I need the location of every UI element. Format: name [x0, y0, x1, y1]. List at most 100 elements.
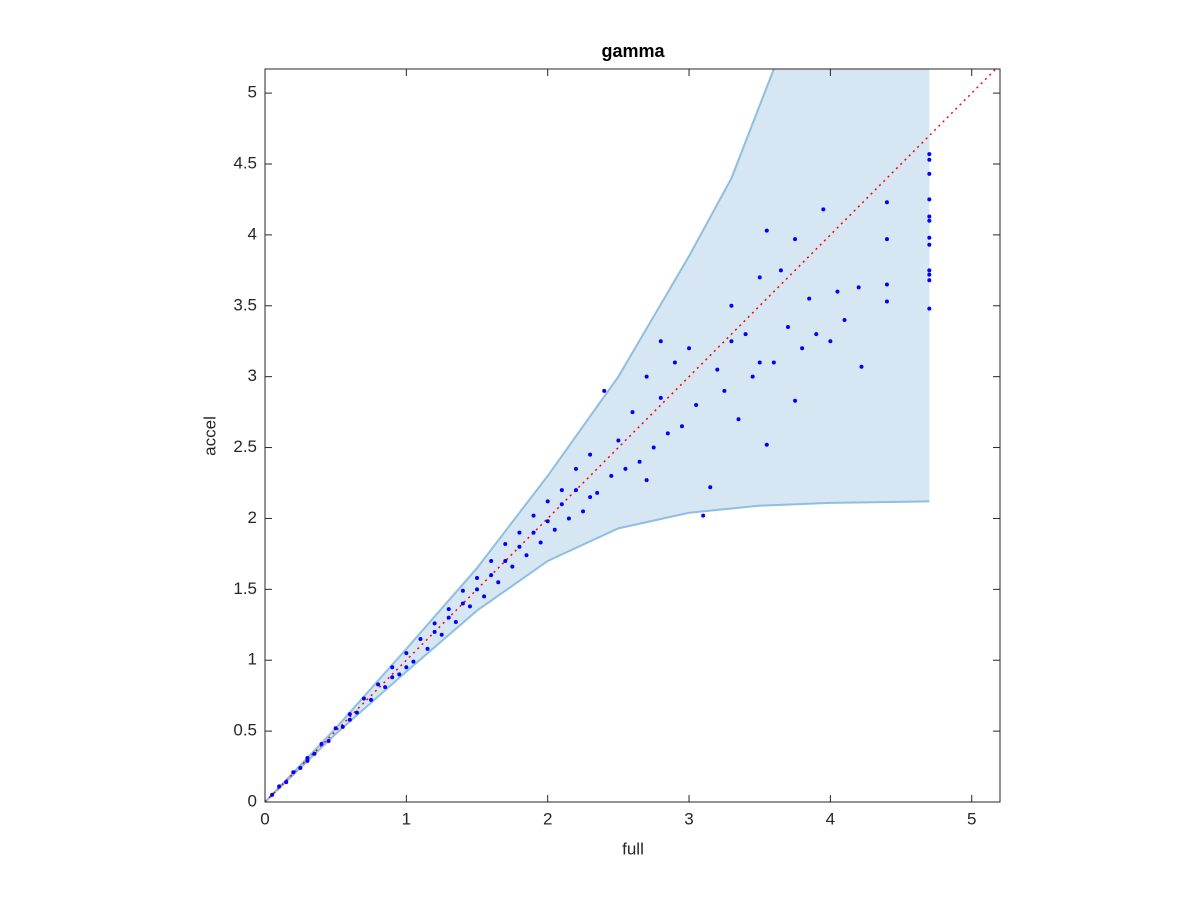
y-tick-label: 5 — [248, 83, 257, 102]
scatter-point — [715, 367, 720, 372]
scatter-point — [482, 594, 487, 599]
scatter-point — [432, 621, 437, 626]
scatter-point — [291, 770, 296, 775]
axes-box — [264, 68, 1001, 803]
scatter-point — [432, 629, 437, 634]
scatter-point — [616, 438, 621, 443]
y-tick-label: 4.5 — [233, 153, 257, 172]
scatter-point — [566, 516, 571, 521]
scatter-point — [793, 398, 798, 403]
y-tick-label: 1 — [248, 650, 257, 669]
scatter-point — [884, 299, 889, 304]
x-tick-label: 0 — [260, 809, 269, 828]
scatter-point — [658, 339, 663, 344]
scatter-point — [298, 765, 303, 770]
scatter-point — [284, 780, 289, 785]
scatter-point — [828, 339, 833, 344]
axes: 0 1 2 3 4 5 0 0.5 1 1.5 2 2.5 3 3.5 4 4.5 5 — [233, 69, 1000, 828]
plot-layer — [265, 69, 997, 802]
scatter-point — [503, 541, 508, 546]
scatter-point — [927, 157, 932, 162]
scatter-point — [665, 431, 670, 436]
y-tick-label: 3.5 — [233, 295, 257, 314]
scatter-point — [517, 544, 522, 549]
scatter-point — [884, 237, 889, 242]
scatter-point — [453, 619, 458, 624]
y-tick-label: 2.5 — [233, 437, 257, 456]
scatter-point — [927, 218, 932, 223]
scatter-point — [729, 303, 734, 308]
x-tick-label: 5 — [967, 809, 976, 828]
scatter-point — [531, 513, 536, 518]
scatter-point — [623, 466, 628, 471]
scatter-point — [884, 282, 889, 287]
scatter-point — [404, 665, 409, 670]
scatter-point — [312, 751, 317, 756]
band-area — [265, 69, 930, 802]
scatter-point — [757, 360, 762, 365]
scatter-point — [927, 278, 932, 283]
scatter-point — [559, 502, 564, 507]
x-tick-label: 3 — [684, 809, 693, 828]
scatter-point — [778, 268, 783, 273]
scatter-point — [630, 410, 635, 415]
scatter-point — [467, 604, 472, 609]
scatter-point — [383, 685, 388, 690]
scatter-point — [545, 499, 550, 504]
scatter-point — [842, 317, 847, 322]
scatter-point — [609, 473, 614, 478]
scatter-point — [658, 395, 663, 400]
scatter-point — [736, 417, 741, 422]
scatter-point — [771, 360, 776, 365]
scatter-point — [821, 207, 826, 212]
scatter-point — [559, 488, 564, 493]
scatter-point — [475, 575, 480, 580]
scatter-point — [793, 237, 798, 242]
scatter-point — [687, 346, 692, 351]
scatter-point — [354, 710, 359, 715]
scatter-point — [785, 325, 790, 330]
x-axis-label: full — [622, 839, 644, 858]
scatter-point — [588, 452, 593, 457]
scatter-point — [694, 403, 699, 408]
scatter-point — [722, 388, 727, 393]
scatter-point — [460, 601, 465, 606]
scatter-point — [679, 424, 684, 429]
scatter-point — [859, 364, 864, 369]
scatter-point — [524, 553, 529, 558]
scatter-point — [545, 519, 550, 524]
scatter-point — [644, 374, 649, 379]
y-axis-label: accel — [200, 416, 219, 456]
scatter-point — [446, 615, 451, 620]
scatter-point — [595, 490, 600, 495]
scatter-point — [531, 530, 536, 535]
scatter-point — [270, 792, 275, 797]
scatter-point — [573, 466, 578, 471]
scatter-point — [757, 275, 762, 280]
scatter-point — [496, 580, 501, 585]
scatter-point — [489, 558, 494, 563]
scatter-point — [390, 675, 395, 680]
scatter-point — [538, 540, 543, 545]
y-tick-label: 1.5 — [233, 579, 257, 598]
scatter-point — [927, 171, 932, 176]
scatter-point — [361, 696, 366, 701]
scatter-point — [708, 485, 713, 490]
y-tick-label: 2 — [248, 508, 257, 527]
scatter-point — [729, 339, 734, 344]
x-tick-label: 2 — [543, 809, 552, 828]
scatter-point — [277, 784, 282, 789]
scatter-point — [637, 459, 642, 464]
scatter-point — [319, 741, 324, 746]
scatter-point — [446, 607, 451, 612]
band-lower-edge — [265, 500, 930, 802]
scatter-point — [927, 242, 932, 247]
scatter-point — [376, 682, 381, 687]
chart-title: gamma — [601, 41, 665, 61]
scatter-point — [510, 564, 515, 569]
scatter-point — [807, 296, 812, 301]
scatter-point — [552, 527, 557, 532]
scatter-point — [460, 588, 465, 593]
scatter-point — [347, 712, 352, 717]
scatter-point — [764, 442, 769, 447]
